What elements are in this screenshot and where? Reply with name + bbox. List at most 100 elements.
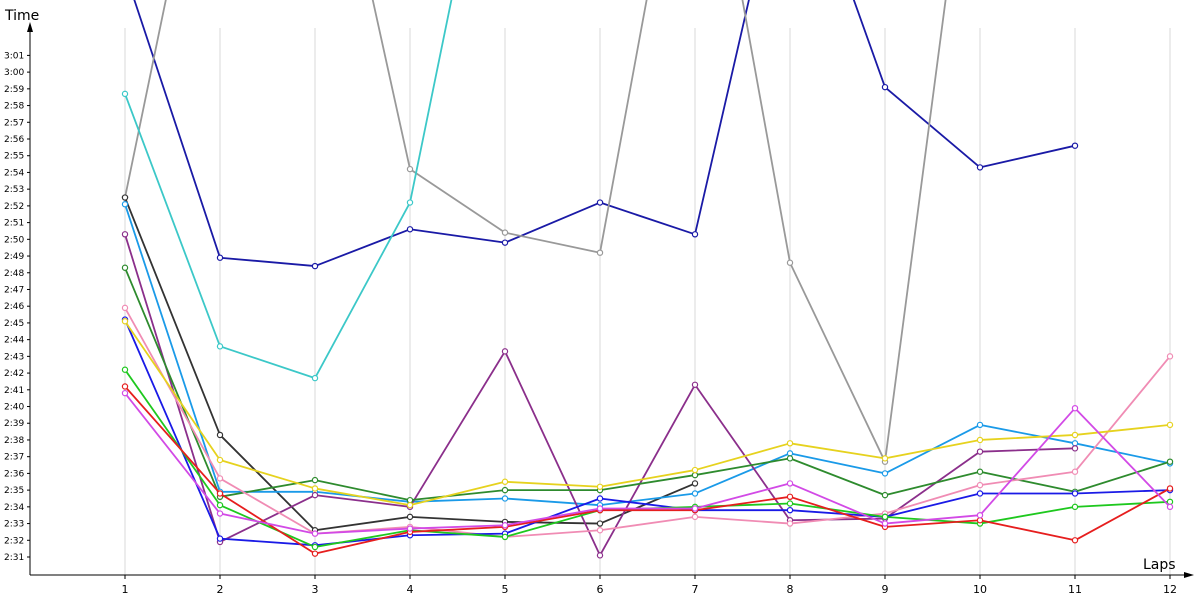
data-point (406, 525, 414, 532)
data-point (596, 483, 604, 490)
y-tick-label: 2:39 (4, 419, 24, 429)
data-point (976, 481, 984, 489)
data-point (121, 318, 129, 325)
y-tick-label: 2:34 (4, 503, 24, 513)
data-point (311, 491, 319, 499)
data-point (691, 505, 699, 512)
series-line (124, 0, 947, 463)
x-tick-label: 9 (882, 583, 889, 596)
data-point (406, 199, 414, 206)
series-line (124, 369, 1171, 548)
data-point (691, 381, 699, 388)
data-point (976, 512, 984, 519)
data-point (786, 500, 794, 507)
y-axis-arrow (27, 22, 33, 32)
y-tick-label: 2:40 (4, 403, 24, 413)
data-point (216, 456, 224, 464)
series-5 (121, 201, 1174, 509)
x-tick-label: 1 (122, 583, 129, 596)
y-tick-label: 2:36 (4, 469, 24, 479)
data-point (1166, 458, 1174, 465)
x-tick-label: 7 (692, 583, 699, 596)
x-tick-label: 4 (407, 583, 414, 596)
data-point (881, 455, 889, 462)
data-point (216, 490, 224, 497)
data-point (121, 366, 129, 373)
data-point (216, 431, 224, 439)
data-point (121, 201, 129, 208)
data-point (596, 552, 604, 559)
y-axis-title: Time (4, 8, 39, 24)
data-point (976, 436, 984, 444)
data-point (121, 90, 129, 98)
axes (27, 22, 1194, 578)
y-tick-label: 3:00 (4, 68, 24, 78)
data-point (501, 486, 509, 494)
data-point (1166, 421, 1174, 429)
data-point (691, 490, 699, 497)
data-point (596, 495, 604, 502)
y-tick-label: 2:46 (4, 302, 24, 312)
data-point (786, 480, 794, 487)
x-tick-label: 5 (502, 583, 509, 596)
y-tick-label: 2:57 (4, 118, 24, 128)
data-point (311, 374, 319, 382)
data-point (121, 231, 129, 238)
data-point (121, 194, 129, 201)
series-line (124, 267, 1171, 502)
data-point (121, 264, 129, 271)
series-line (124, 203, 1171, 507)
y-tick-label: 2:52 (4, 202, 24, 212)
series-line (124, 320, 1171, 507)
data-point (121, 389, 129, 397)
data-point (311, 543, 319, 551)
y-tick-label: 2:43 (4, 352, 24, 362)
data-point (1166, 485, 1174, 492)
data-point (596, 249, 604, 256)
data-point (596, 520, 604, 527)
y-tick-label: 2:48 (4, 269, 24, 279)
data-point (501, 522, 509, 529)
series-13 (121, 389, 1174, 537)
data-point (596, 527, 604, 534)
series-3 (121, 0, 453, 382)
data-point (216, 501, 224, 509)
data-point (786, 493, 794, 501)
y-tick-label: 2:42 (4, 369, 24, 379)
series-11 (121, 366, 1174, 551)
data-point (216, 254, 224, 261)
data-point (881, 513, 889, 521)
series-7 (121, 264, 1174, 504)
data-point (1071, 490, 1079, 497)
data-point (786, 455, 794, 462)
data-point (1071, 404, 1079, 412)
y-tick-label: 2:32 (4, 536, 24, 546)
y-tick-label: 3:01 (4, 51, 24, 61)
y-tick-label: 2:44 (4, 336, 24, 346)
data-point (501, 239, 509, 246)
x-tick-label: 8 (787, 583, 794, 596)
data-point (596, 199, 604, 206)
data-point (1166, 353, 1174, 360)
data-point (976, 468, 984, 475)
series-2 (121, 0, 947, 465)
series-line (124, 385, 1171, 555)
data-point (976, 448, 984, 455)
data-point (881, 470, 889, 477)
data-point (786, 506, 794, 514)
data-point (691, 513, 699, 521)
y-tick-label: 2:51 (4, 219, 24, 229)
data-point (406, 226, 414, 233)
data-point (881, 520, 889, 527)
data-point (311, 262, 319, 270)
data-point (691, 480, 699, 487)
data-point (216, 510, 224, 517)
data-point (1071, 445, 1079, 452)
data-point (501, 229, 509, 236)
data-point (501, 495, 509, 502)
series-line (124, 307, 1171, 538)
data-point (121, 304, 129, 312)
y-tick-label: 2:50 (4, 235, 24, 245)
y-tick-label: 2:56 (4, 135, 24, 145)
y-tick-labels: 2:31 2:32 2:33 2:34 2:35 2:36 2:37 2:38 2:39 2:40… (4, 51, 30, 563)
